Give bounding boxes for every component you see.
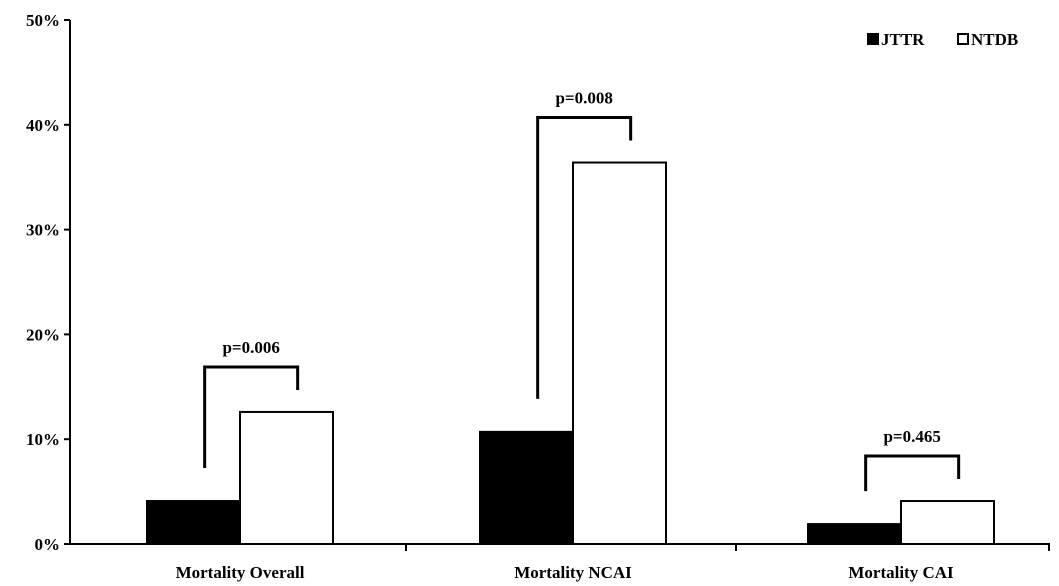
bar-ntdb <box>900 500 995 546</box>
bar-ntdb <box>239 410 334 545</box>
y-tick-label: 10% <box>26 430 60 449</box>
legend-swatch-jttr <box>867 33 879 45</box>
bar-ntdb <box>572 161 667 545</box>
p-value-label: p=0.465 <box>883 427 940 446</box>
y-tick-label: 30% <box>26 221 60 240</box>
p-value-label: p=0.008 <box>555 89 612 108</box>
bars <box>146 161 995 546</box>
bar-jttr <box>146 500 241 546</box>
significance-bracket <box>203 365 300 469</box>
category-label: Mortality NCAI <box>514 563 632 582</box>
significance-bracket <box>536 116 633 399</box>
bar-jttr <box>479 430 574 546</box>
category-label: Mortality Overall <box>176 563 305 582</box>
legend-swatch-ntdb <box>957 33 969 45</box>
significance-annotations: p=0.006 p=0.008 p=0.465 <box>203 89 961 492</box>
category-label: Mortality CAI <box>848 563 954 582</box>
legend-label-jttr: JTTR <box>881 30 925 49</box>
x-axis: Mortality Overall Mortality NCAI Mortality… <box>70 543 1050 582</box>
y-tick-label: 20% <box>26 325 60 344</box>
y-tick-label: 0% <box>35 535 61 554</box>
y-tick-label: 50% <box>26 11 60 30</box>
legend-label-ntdb: NTDB <box>971 30 1018 49</box>
y-tick-label: 40% <box>26 116 60 135</box>
legend: JTTR NTDB <box>867 30 1018 49</box>
bar-jttr <box>807 523 902 546</box>
y-axis-ticks: 0% 10% 20% 30% 40% 50% <box>26 11 71 554</box>
significance-bracket <box>864 454 961 492</box>
p-value-label: p=0.006 <box>222 338 279 357</box>
